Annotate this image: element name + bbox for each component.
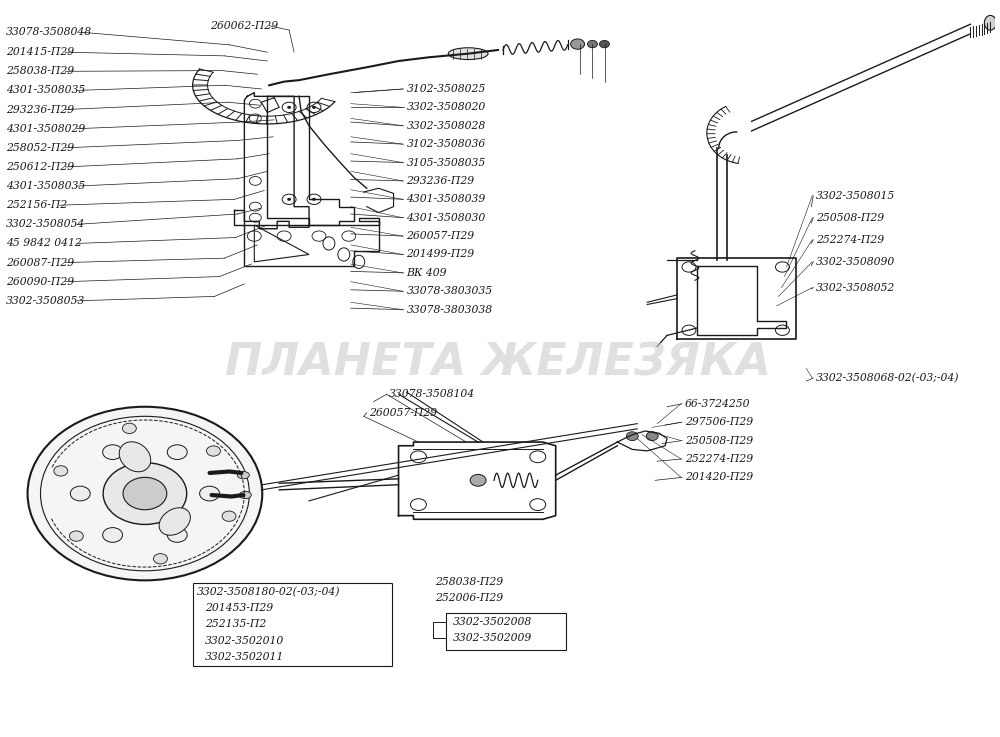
Text: 3302-3508028: 3302-3508028 — [406, 121, 486, 130]
Text: 3302-3508090: 3302-3508090 — [816, 256, 896, 267]
Text: 201415-П29: 201415-П29 — [6, 47, 74, 57]
Circle shape — [207, 446, 220, 456]
Circle shape — [103, 445, 123, 459]
Text: 4301-3508035: 4301-3508035 — [6, 181, 85, 191]
Circle shape — [312, 106, 316, 109]
Circle shape — [69, 531, 83, 541]
Text: 3302-3508180-02(-03;-04): 3302-3508180-02(-03;-04) — [197, 587, 340, 597]
Ellipse shape — [119, 441, 151, 472]
Text: 3302-3502011: 3302-3502011 — [205, 652, 284, 662]
Text: 250508-П29: 250508-П29 — [816, 213, 884, 223]
Circle shape — [470, 475, 486, 486]
Text: 258038-П29: 258038-П29 — [435, 577, 503, 587]
Text: 252135-П2: 252135-П2 — [205, 620, 266, 629]
Text: 252156-П2: 252156-П2 — [6, 200, 67, 210]
Text: ПЛАНЕТА ЖЕЛЕЗЯКА: ПЛАНЕТА ЖЕЛЕЗЯКА — [225, 341, 771, 384]
Text: 260057-П29: 260057-П29 — [369, 408, 437, 418]
Circle shape — [588, 41, 597, 48]
Circle shape — [626, 432, 638, 441]
Text: 4301-3508029: 4301-3508029 — [6, 124, 85, 133]
Text: 3302-3502009: 3302-3502009 — [453, 634, 532, 643]
Circle shape — [28, 407, 262, 580]
Circle shape — [599, 41, 609, 48]
Text: 3105-3508035: 3105-3508035 — [406, 158, 486, 167]
Circle shape — [70, 486, 90, 501]
Circle shape — [167, 528, 187, 542]
Ellipse shape — [239, 492, 251, 499]
Text: 4301-3508030: 4301-3508030 — [406, 213, 486, 223]
Circle shape — [103, 463, 187, 525]
Circle shape — [287, 198, 291, 200]
Text: 3302-3508015: 3302-3508015 — [816, 191, 896, 200]
Text: 250508-П29: 250508-П29 — [685, 436, 753, 446]
Text: 260062-П29: 260062-П29 — [210, 21, 278, 31]
Text: 3302-3508020: 3302-3508020 — [406, 102, 486, 112]
Text: 33078-3803035: 33078-3803035 — [406, 286, 493, 296]
Text: 297506-П29: 297506-П29 — [685, 417, 753, 427]
Text: 4301-3508039: 4301-3508039 — [406, 195, 486, 204]
Text: 33078-3508104: 33078-3508104 — [389, 389, 475, 399]
Text: 4301-3508035: 4301-3508035 — [6, 85, 85, 95]
Circle shape — [222, 511, 236, 521]
Text: 3102-3508036: 3102-3508036 — [406, 139, 486, 149]
Bar — [193, 583, 392, 666]
Text: 250612-П29: 250612-П29 — [6, 162, 74, 172]
Circle shape — [571, 39, 585, 49]
Circle shape — [646, 432, 658, 441]
Text: 252274-П29: 252274-П29 — [816, 235, 884, 245]
Text: 3302-3508068-02(-03;-04): 3302-3508068-02(-03;-04) — [816, 373, 960, 383]
Circle shape — [153, 553, 167, 564]
Text: 33078-3508048: 33078-3508048 — [6, 27, 92, 38]
Text: 260090-П29: 260090-П29 — [6, 276, 74, 287]
Circle shape — [103, 528, 123, 542]
Text: 260057-П29: 260057-П29 — [406, 231, 475, 241]
Text: 258038-П29: 258038-П29 — [6, 66, 74, 77]
Text: 3302-3502008: 3302-3502008 — [453, 618, 532, 627]
Text: 66-3724250: 66-3724250 — [685, 399, 750, 409]
Bar — [446, 612, 566, 649]
Text: 252006-П29: 252006-П29 — [435, 593, 503, 603]
Text: 293236-П29: 293236-П29 — [6, 105, 74, 114]
Text: 293236-П29: 293236-П29 — [406, 176, 475, 186]
Circle shape — [200, 486, 220, 501]
Circle shape — [167, 445, 187, 459]
Text: 3102-3508025: 3102-3508025 — [406, 84, 486, 94]
Circle shape — [312, 198, 316, 200]
Text: 3302-3508054: 3302-3508054 — [6, 220, 85, 229]
Circle shape — [122, 423, 136, 433]
Text: 3302-3508053: 3302-3508053 — [6, 296, 85, 306]
Text: 33078-3803038: 33078-3803038 — [406, 304, 493, 315]
Text: 252274-П29: 252274-П29 — [685, 454, 753, 464]
Ellipse shape — [237, 472, 249, 479]
Text: 258052-П29: 258052-П29 — [6, 143, 74, 153]
Text: ВК 409: ВК 409 — [406, 268, 447, 278]
Ellipse shape — [984, 15, 996, 30]
Text: 201453-П29: 201453-П29 — [205, 604, 273, 613]
Text: 201499-П29: 201499-П29 — [406, 250, 475, 259]
Ellipse shape — [448, 48, 488, 60]
Text: 3302-3508052: 3302-3508052 — [816, 282, 896, 293]
Circle shape — [123, 478, 167, 510]
Text: 3302-3502010: 3302-3502010 — [205, 636, 284, 646]
Text: 260087-П29: 260087-П29 — [6, 257, 74, 268]
Circle shape — [54, 466, 68, 476]
Text: 201420-П29: 201420-П29 — [685, 472, 753, 483]
Text: 45 9842 0412: 45 9842 0412 — [6, 239, 81, 248]
Circle shape — [287, 106, 291, 109]
Ellipse shape — [159, 508, 190, 535]
